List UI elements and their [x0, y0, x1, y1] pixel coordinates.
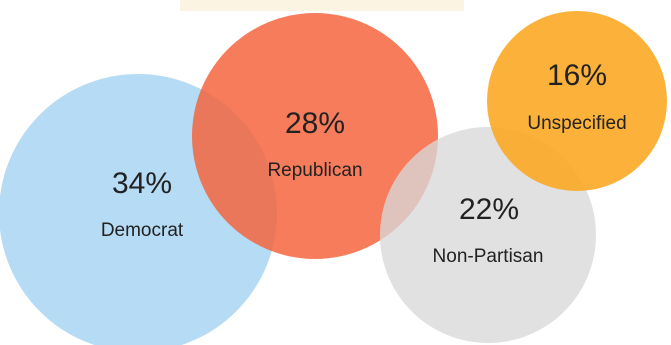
- bubble-unspecified: [487, 11, 667, 191]
- category-label-non-partisan: Non-Partisan: [433, 246, 544, 267]
- value-label-unspecified: 16%: [547, 59, 607, 92]
- value-label-non-partisan: 22%: [459, 193, 519, 226]
- bubble-republican: [192, 13, 438, 259]
- category-label-unspecified: Unspecified: [527, 113, 626, 134]
- category-label-republican: Republican: [267, 160, 362, 181]
- value-label-democrat: 34%: [112, 167, 172, 200]
- category-label-democrat: Democrat: [101, 220, 184, 241]
- title-banner: [180, 0, 464, 11]
- value-label-republican: 28%: [285, 107, 345, 140]
